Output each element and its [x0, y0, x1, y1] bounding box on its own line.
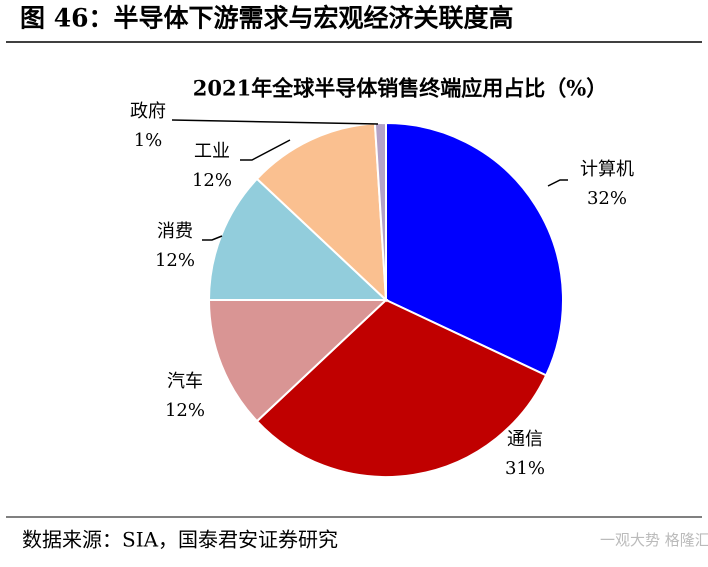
pie-slice [207, 299, 389, 423]
value-label: 12% [155, 250, 195, 271]
pie-slice [207, 177, 389, 301]
value-label: 32% [587, 188, 627, 209]
leader-line [202, 235, 223, 241]
watermark: 一观大势 格隆汇 [600, 531, 708, 549]
source: 数据来源：SIA，国泰君安证券研究 [22, 528, 338, 552]
value-label: 12% [192, 170, 232, 191]
slice-label: 工业 [194, 141, 230, 162]
chart-title: 2021年全球半导体销售终端应用占比（%） [193, 76, 607, 101]
slice-label: 汽车 [167, 371, 203, 392]
pie-slice [255, 298, 548, 478]
value-label: 12% [165, 400, 205, 421]
slice-label: 计算机 [580, 159, 634, 180]
value-label: 1% [134, 130, 163, 151]
leader-line [547, 179, 568, 187]
leader-line [240, 139, 291, 161]
pie-slice [385, 121, 564, 377]
pie: 计算机 32% 通信 31% 汽车 12% 消费 12% 工业 12% 政府 1% [130, 101, 634, 479]
slice-label: 政府 [130, 101, 166, 122]
leader-line [171, 119, 379, 125]
header-title: 图 46：半导体下游需求与宏观经济关联度高 [20, 4, 514, 33]
slice-label: 通信 [507, 429, 543, 450]
slice-label: 消费 [157, 221, 193, 242]
value-label: 31% [505, 458, 545, 479]
